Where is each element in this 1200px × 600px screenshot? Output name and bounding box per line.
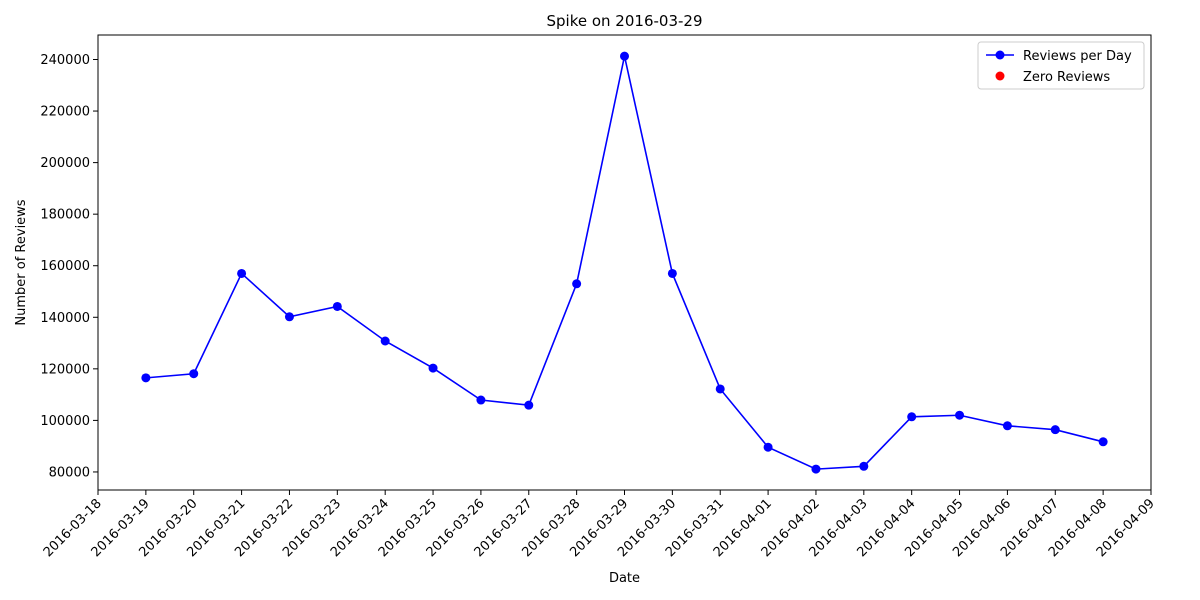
data-point xyxy=(428,363,438,373)
data-point xyxy=(1002,421,1012,431)
data-point xyxy=(620,51,629,61)
legend: Reviews per Day Zero Reviews xyxy=(977,41,1145,90)
data-point xyxy=(284,312,294,322)
y-tick-label: 80000 xyxy=(49,465,90,480)
data-point xyxy=(189,369,199,379)
data-point xyxy=(141,373,151,383)
data-point xyxy=(715,384,725,394)
legend-label-zero: Zero Reviews xyxy=(1023,70,1110,85)
y-tick-label: 180000 xyxy=(40,208,90,223)
data-point xyxy=(524,400,534,410)
y-tick-label: 240000 xyxy=(40,53,90,68)
data-point xyxy=(1050,425,1060,435)
data-point xyxy=(476,395,486,405)
y-tick-label: 120000 xyxy=(40,362,90,377)
y-tick-label: 200000 xyxy=(40,156,90,171)
data-point xyxy=(907,412,917,422)
data-point xyxy=(237,268,247,278)
plot-area xyxy=(97,34,1152,491)
y-tick-label: 140000 xyxy=(40,311,90,326)
data-point xyxy=(1098,437,1108,447)
data-point xyxy=(811,464,821,474)
y-tick-label: 160000 xyxy=(40,259,90,274)
data-point xyxy=(380,336,390,346)
y-axis: 80000 100000 120000 140000 160000 180000 20000… xyxy=(40,53,98,480)
data-point xyxy=(667,268,677,278)
y-tick-label: 220000 xyxy=(40,105,90,120)
legend-box xyxy=(977,41,1145,90)
data-point xyxy=(763,442,773,452)
legend-label-reviews: Reviews per Day xyxy=(1023,49,1132,64)
data-point xyxy=(332,301,342,311)
legend-marker-zero xyxy=(995,71,1005,81)
data-point xyxy=(955,410,965,420)
data-point xyxy=(572,279,582,289)
x-axis: 2016-03-182016-03-192016-03-202016-03-21… xyxy=(41,490,1158,560)
x-axis-title: Date xyxy=(609,571,640,586)
data-point xyxy=(859,461,869,471)
y-tick-label: 100000 xyxy=(40,414,90,429)
y-axis-title: Number of Reviews xyxy=(14,199,29,325)
series-layer xyxy=(141,51,1108,474)
chart-title: Spike on 2016-03-29 xyxy=(547,12,703,30)
legend-marker-reviews xyxy=(995,50,1005,60)
